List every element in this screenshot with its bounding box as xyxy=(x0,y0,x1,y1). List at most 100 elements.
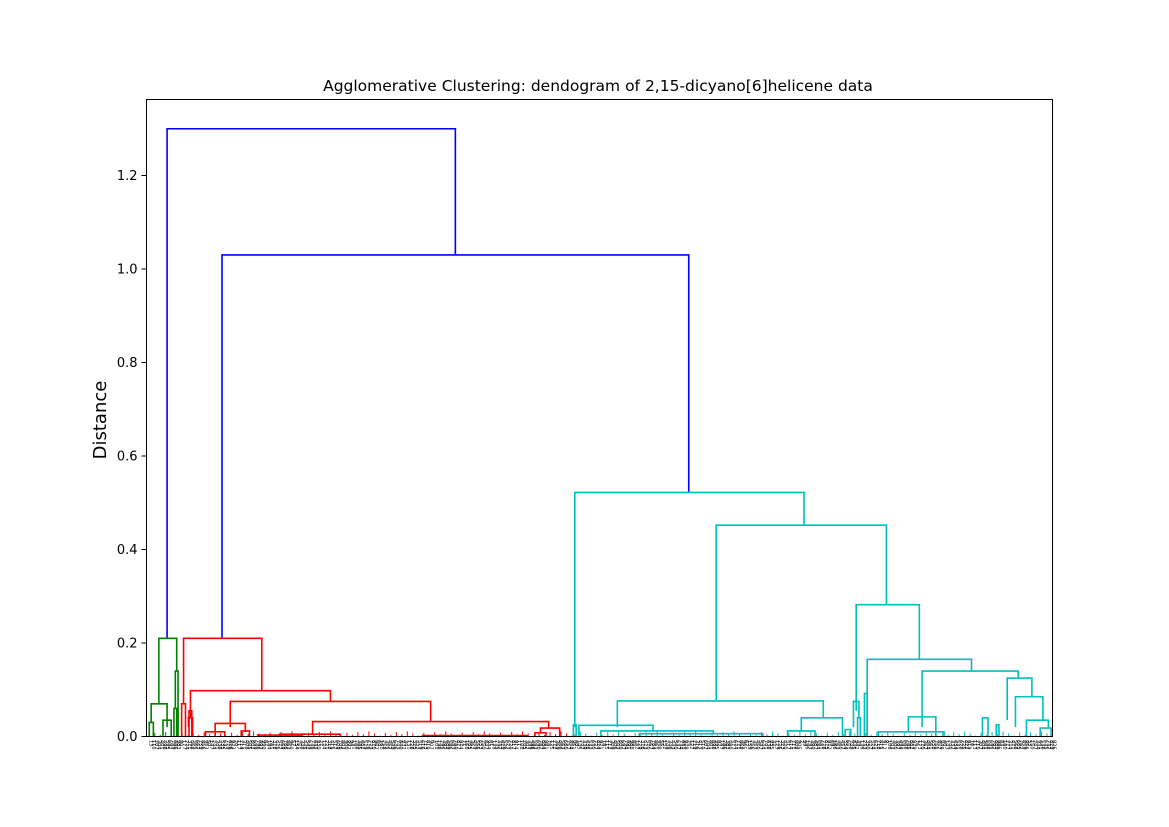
leaf-label-163: 824 xyxy=(595,740,601,750)
leaf-label-169: 406 xyxy=(611,740,617,750)
leaf-label-237: 2 xyxy=(798,740,804,743)
leaf-label-19: 856 xyxy=(200,740,206,750)
chart-title: Agglomerative Clustering: dendogram of 2… xyxy=(323,77,873,95)
leaf-label-88: 549 xyxy=(389,740,395,750)
leaf-label-51: 960 xyxy=(287,740,293,750)
leaf-label-152: 757 xyxy=(565,740,571,750)
leaf-label-195: 928 xyxy=(683,740,689,750)
leaf-label-170: 503 xyxy=(614,740,620,750)
dendrogram-link-41 xyxy=(1006,677,1033,721)
dendrogram-link-43 xyxy=(995,724,1000,737)
leaf-label-307: 792 xyxy=(990,740,996,750)
leaf-label-103: 4 xyxy=(430,740,436,743)
leaf-label-310: 83 xyxy=(998,740,1004,746)
leaf-label-101: 810 xyxy=(425,740,431,750)
leaf-label-14: 371 xyxy=(186,740,192,750)
leaf-label-184: 861 xyxy=(653,740,659,750)
leaf-label-28: 729 xyxy=(224,740,230,750)
leaf-label-85: 258 xyxy=(381,740,387,750)
leaf-label-73: 94 xyxy=(348,740,354,746)
leaf-label-200: 413 xyxy=(696,740,702,750)
dendrogram-link-8 xyxy=(182,637,263,704)
leaf-label-40: 893 xyxy=(257,740,263,750)
leaf-label-77: 482 xyxy=(359,740,365,750)
leaf-label-266: 815 xyxy=(878,740,884,750)
leaf-label-136: 205 xyxy=(521,740,527,750)
leaf-label-49: 766 xyxy=(282,740,288,750)
leaf-label-132: 817 xyxy=(510,740,516,750)
leaf-label-289: 46 xyxy=(941,740,947,746)
leaf-label-255: 748 xyxy=(847,740,853,750)
leaf-label-252: 457 xyxy=(839,740,845,750)
leaf-label-292: 337 xyxy=(949,740,955,750)
leaf-label-5: 498 xyxy=(161,740,167,750)
leaf-label-37: 602 xyxy=(249,740,255,750)
leaf-label-201: 510 xyxy=(699,740,705,750)
leaf-label-94: 131 xyxy=(405,740,411,750)
leaf-label-120: 653 xyxy=(477,740,483,750)
leaf-label-204: 801 xyxy=(707,740,713,750)
leaf-label-47: 572 xyxy=(276,740,282,750)
leaf-label-2: 207 xyxy=(153,740,159,750)
dendrogram-link-46 xyxy=(1039,727,1052,737)
leaf-label-92: 937 xyxy=(400,740,406,750)
leaf-label-272: 397 xyxy=(894,740,900,750)
leaf-label-212: 577 xyxy=(729,740,735,750)
dendrogram-link-2 xyxy=(158,637,178,704)
leaf-tick-labels: 1311020730440149859569278988698380177274… xyxy=(147,740,1056,750)
dendrogram-link-13 xyxy=(229,700,432,728)
leaf-label-268: 9 xyxy=(883,740,889,743)
leaf-label-322: 247 xyxy=(1031,740,1037,750)
leaf-label-293: 434 xyxy=(952,740,958,750)
leaf-label-199: 316 xyxy=(694,740,700,750)
leaf-label-223: 644 xyxy=(760,740,766,750)
leaf-label-256: 845 xyxy=(850,740,856,750)
leaf-label-291: 240 xyxy=(946,740,952,750)
leaf-label-219: 256 xyxy=(749,740,755,750)
leaf-label-9: 886 xyxy=(172,740,178,750)
leaf-label-71: 900 xyxy=(342,740,348,750)
leaf-label-38: 699 xyxy=(252,740,258,750)
leaf-label-140: 593 xyxy=(532,740,538,750)
y-tick-label-6: 1.2 xyxy=(117,169,138,184)
dendrogram-link-25 xyxy=(715,524,888,701)
leaf-label-326: 635 xyxy=(1042,740,1048,750)
leaf-label-72: 997 xyxy=(345,740,351,750)
dendrogram-links xyxy=(148,127,1053,737)
leaf-label-31: 20 xyxy=(232,740,238,746)
leaf-label-265: 718 xyxy=(875,740,881,750)
leaf-label-241: 390 xyxy=(809,740,815,750)
leaf-label-232: 517 xyxy=(784,740,790,750)
leaf-label-202: 607 xyxy=(702,740,708,750)
leaf-label-267: 912 xyxy=(880,740,886,750)
leaf-label-160: 533 xyxy=(587,740,593,750)
leaf-label-276: 785 xyxy=(905,740,911,750)
dendrogram-link-34 xyxy=(844,728,852,737)
leaf-label-1: 110 xyxy=(150,740,156,750)
leaf-label-244: 681 xyxy=(817,740,823,750)
leaf-label-121: 750 xyxy=(480,740,486,750)
leaf-label-279: 76 xyxy=(913,740,919,746)
leaf-label-218: 159 xyxy=(746,740,752,750)
leaf-label-52: 57 xyxy=(290,740,296,746)
leaf-label-130: 623 xyxy=(504,740,510,750)
leaf-label-138: 399 xyxy=(526,740,532,750)
leaf-label-245: 778 xyxy=(820,740,826,750)
leaf-label-194: 831 xyxy=(680,740,686,750)
dendrogram-link-28 xyxy=(600,730,715,737)
leaf-label-4: 401 xyxy=(158,740,164,750)
leaf-label-254: 651 xyxy=(845,740,851,750)
leaf-label-238: 99 xyxy=(801,740,807,746)
leaf-label-142: 787 xyxy=(537,740,543,750)
leaf-label-306: 695 xyxy=(987,740,993,750)
leaf-label-21: 50 xyxy=(205,740,211,746)
dendrogram-link-9 xyxy=(180,702,187,737)
leaf-label-30: 923 xyxy=(230,740,236,750)
leaf-label-134: 11 xyxy=(515,740,521,746)
leaf-label-283: 464 xyxy=(924,740,930,750)
leaf-label-231: 420 xyxy=(782,740,788,750)
leaf-label-242: 487 xyxy=(812,740,818,750)
leaf-label-198: 219 xyxy=(691,740,697,750)
leaf-label-44: 281 xyxy=(268,740,274,750)
leaf-label-110: 683 xyxy=(449,740,455,750)
